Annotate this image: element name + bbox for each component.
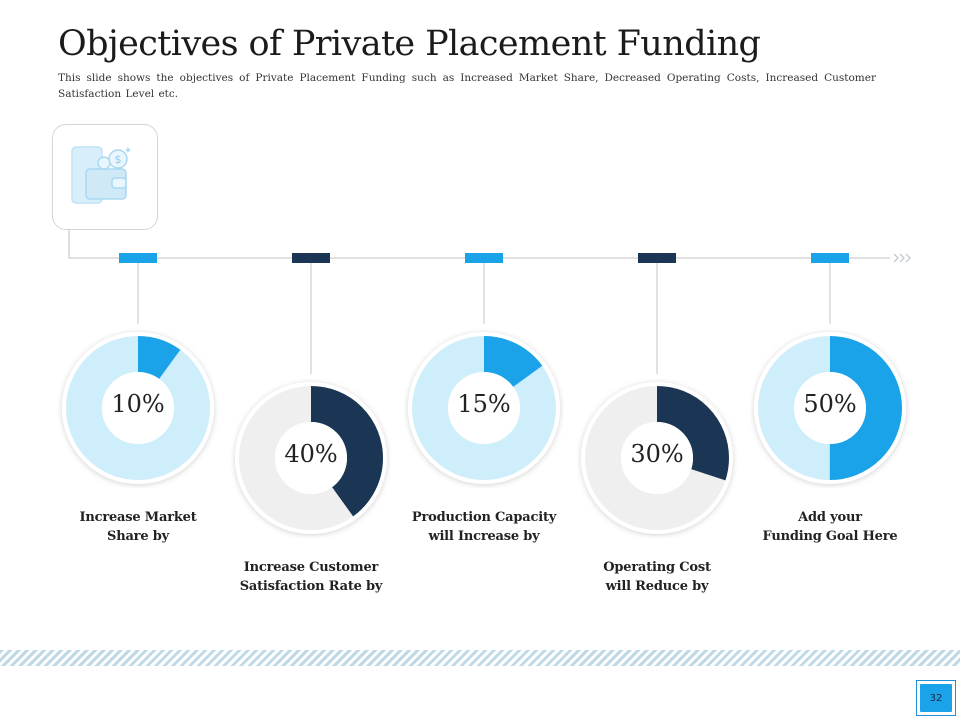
objective-label-line: will Increase by xyxy=(428,529,540,544)
donut-percent-label: 30% xyxy=(630,440,684,468)
timeline-marker xyxy=(638,253,676,263)
objective-label: Increase Customer Satisfaction Rate by xyxy=(221,558,401,596)
donut-hole xyxy=(794,372,866,444)
donut-card: 10% xyxy=(58,328,218,488)
wallet-icon-box: $ xyxy=(52,124,158,230)
timeline-line xyxy=(68,229,890,259)
donut-hole xyxy=(621,422,693,494)
objective-label-line: Increase Customer xyxy=(243,560,379,575)
donut-chart xyxy=(754,332,906,484)
wallet-phone-money-icon: $ xyxy=(71,146,131,204)
objective-label-line: will Reduce by xyxy=(605,579,709,594)
timeline-marker xyxy=(292,253,330,263)
page-number-box: 32 xyxy=(916,680,956,716)
objective-label: Add your Funding Goal Here xyxy=(740,508,920,546)
donut-card: 50% xyxy=(750,328,910,488)
donut-segment xyxy=(412,336,556,480)
objective-label-line: Increase Market xyxy=(79,510,197,525)
objective-label: Increase Market Share by xyxy=(48,508,228,546)
donut-segment xyxy=(758,336,902,480)
donut-hole xyxy=(275,422,347,494)
donut-segment xyxy=(585,386,729,530)
objective-label: Production Capacity will Increase by xyxy=(394,508,574,546)
donut-hole xyxy=(102,372,174,444)
donut-percent-label: 15% xyxy=(457,390,511,418)
donut-segment xyxy=(239,386,383,530)
donut-chart xyxy=(235,382,387,534)
page-number: 32 xyxy=(920,684,952,712)
donut-hole xyxy=(448,372,520,444)
objective-label-line: Production Capacity xyxy=(411,510,557,525)
objective-label-line: Add your xyxy=(798,510,862,525)
donut-chart xyxy=(62,332,214,484)
donut-card: 40% xyxy=(231,378,391,538)
objective-label-line: Funding Goal Here xyxy=(762,529,898,544)
slide-subtitle: This slide shows the objectives of Priva… xyxy=(58,72,876,100)
timeline-marker xyxy=(811,253,849,263)
objective-label-line: Operating Cost xyxy=(603,560,711,575)
objective-label-line: Share by xyxy=(107,529,169,544)
timeline-marker xyxy=(465,253,503,263)
donut-percent-label: 10% xyxy=(111,390,165,418)
donut-percent-label: 40% xyxy=(284,440,338,468)
donut-segment xyxy=(66,336,210,480)
slide-title: Objectives of Private Placement Funding xyxy=(58,24,761,64)
donut-card: 30% xyxy=(577,378,737,538)
donut-chart xyxy=(581,382,733,534)
donut-percent-label: 50% xyxy=(803,390,857,418)
timeline-arrow-chevron xyxy=(899,253,905,263)
footer-stripe xyxy=(0,650,960,666)
timeline-arrow-chevron xyxy=(905,253,911,263)
svg-text:$: $ xyxy=(115,153,122,166)
objective-label-line: Satisfaction Rate by xyxy=(239,579,383,594)
timeline-marker xyxy=(119,253,157,263)
donut-card: 15% xyxy=(404,328,564,488)
timeline-arrow-chevron xyxy=(893,253,899,263)
donut-chart xyxy=(408,332,560,484)
objective-label: Operating Cost will Reduce by xyxy=(567,558,747,596)
